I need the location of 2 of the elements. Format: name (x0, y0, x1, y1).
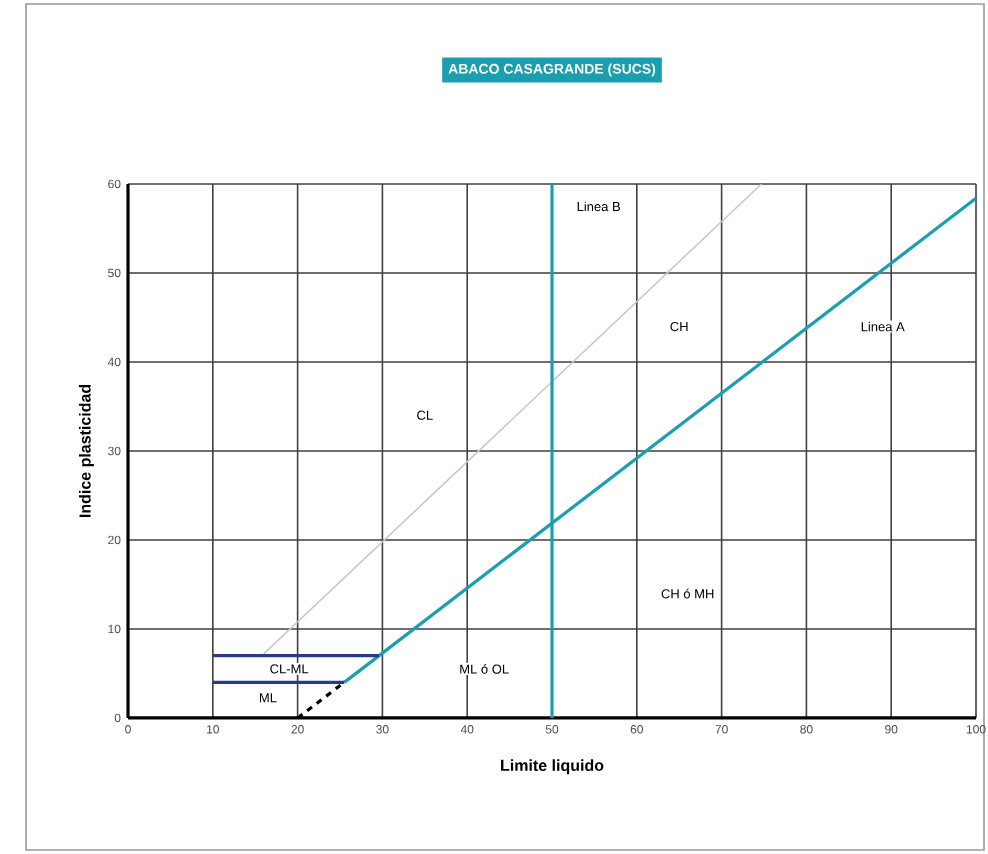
x-axis-title: Limite liquido (501, 759, 604, 775)
y-axis-title: Indice plasticidad (78, 384, 94, 518)
